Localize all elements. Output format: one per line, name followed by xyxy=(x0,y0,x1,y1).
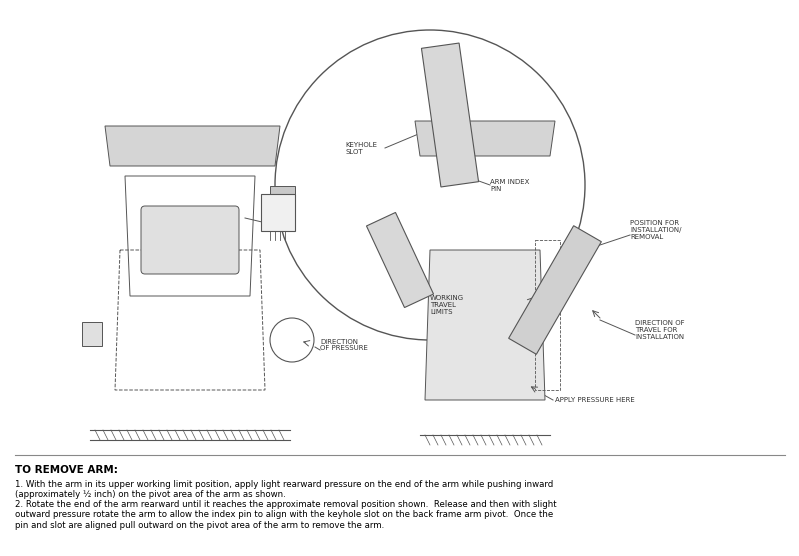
Text: POSITION FOR
INSTALLATION/
REMOVAL: POSITION FOR INSTALLATION/ REMOVAL xyxy=(630,220,682,240)
Text: APPLY PRESSURE HERE: APPLY PRESSURE HERE xyxy=(555,397,634,403)
Polygon shape xyxy=(105,126,280,166)
Polygon shape xyxy=(367,212,434,307)
Text: TO REMOVE ARM:: TO REMOVE ARM: xyxy=(15,465,118,475)
Text: WORKING
TRAVEL
LIMITS: WORKING TRAVEL LIMITS xyxy=(430,295,464,315)
Text: ARM INDEX
PIN: ARM INDEX PIN xyxy=(490,178,530,191)
Text: 1. With the arm in its upper working limit position, apply light rearward pressu: 1. With the arm in its upper working lim… xyxy=(15,480,553,499)
Polygon shape xyxy=(509,226,602,354)
Polygon shape xyxy=(270,186,295,226)
Text: 2. Rotate the end of the arm rearward until it reaches the approximate removal p: 2. Rotate the end of the arm rearward un… xyxy=(15,500,557,530)
Text: DIRECTION
OF PRESSURE: DIRECTION OF PRESSURE xyxy=(320,339,368,351)
Text: BACK FRAME
ARM PIVOT: BACK FRAME ARM PIVOT xyxy=(175,208,220,221)
FancyBboxPatch shape xyxy=(82,322,102,346)
Text: KEYHOLE
SLOT: KEYHOLE SLOT xyxy=(345,141,377,155)
Polygon shape xyxy=(415,121,555,156)
FancyBboxPatch shape xyxy=(141,206,239,274)
Polygon shape xyxy=(425,250,545,400)
Text: DIRECTION OF
TRAVEL FOR
INSTALLATION: DIRECTION OF TRAVEL FOR INSTALLATION xyxy=(635,320,685,340)
Polygon shape xyxy=(421,43,479,187)
FancyBboxPatch shape xyxy=(261,194,295,231)
